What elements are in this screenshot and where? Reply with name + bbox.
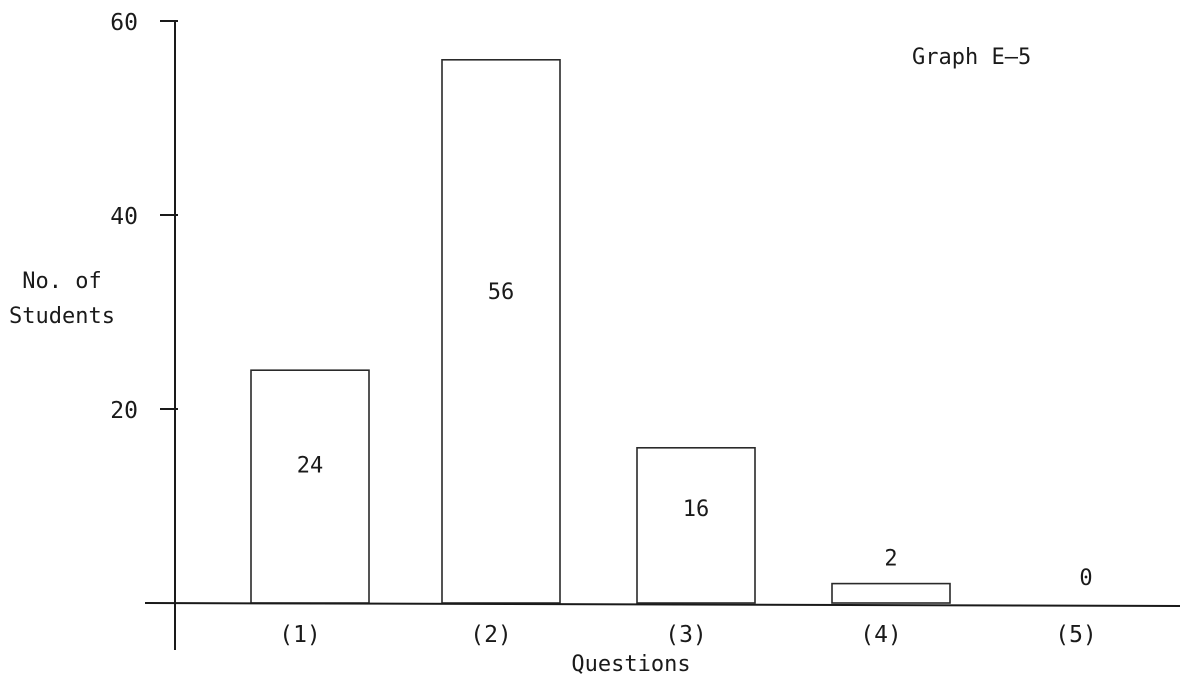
category-label-3: (3) <box>665 622 707 648</box>
data-label-2: 56 <box>488 280 515 305</box>
category-label-4: (4) <box>860 622 902 648</box>
data-label-4: 2 <box>884 547 897 572</box>
data-label-1: 24 <box>297 454 324 479</box>
x-axis-line <box>144 602 1181 607</box>
category-label-1: (1) <box>279 622 321 648</box>
bar-4 <box>831 582 951 604</box>
category-label-5: (5) <box>1055 622 1097 648</box>
bar-1 <box>250 369 370 604</box>
y-tick-label-40: 40 <box>110 204 138 230</box>
chart-title: Graph E—5 <box>912 45 1031 70</box>
axes-layer <box>144 20 1181 650</box>
y-axis-label-line-1: No. of <box>22 269 101 294</box>
category-label-2: (2) <box>470 622 512 648</box>
y-tick-label-60: 60 <box>110 10 138 36</box>
data-labels-layer: 24 56 16 2 0 <box>297 280 1093 591</box>
data-label-3: 16 <box>683 497 710 522</box>
bar-2 <box>441 58 561 604</box>
bars-layer <box>250 58 951 604</box>
y-tick-label-20: 20 <box>110 398 138 424</box>
bar-3 <box>636 446 756 604</box>
y-ticks-layer: 20 40 60 <box>110 10 178 424</box>
y-axis-label-line-2: Students <box>9 304 115 329</box>
data-label-5: 0 <box>1079 566 1092 591</box>
x-axis-label: Questions <box>571 652 690 677</box>
x-category-labels: (1) (2) (3) (4) (5) <box>279 622 1097 648</box>
